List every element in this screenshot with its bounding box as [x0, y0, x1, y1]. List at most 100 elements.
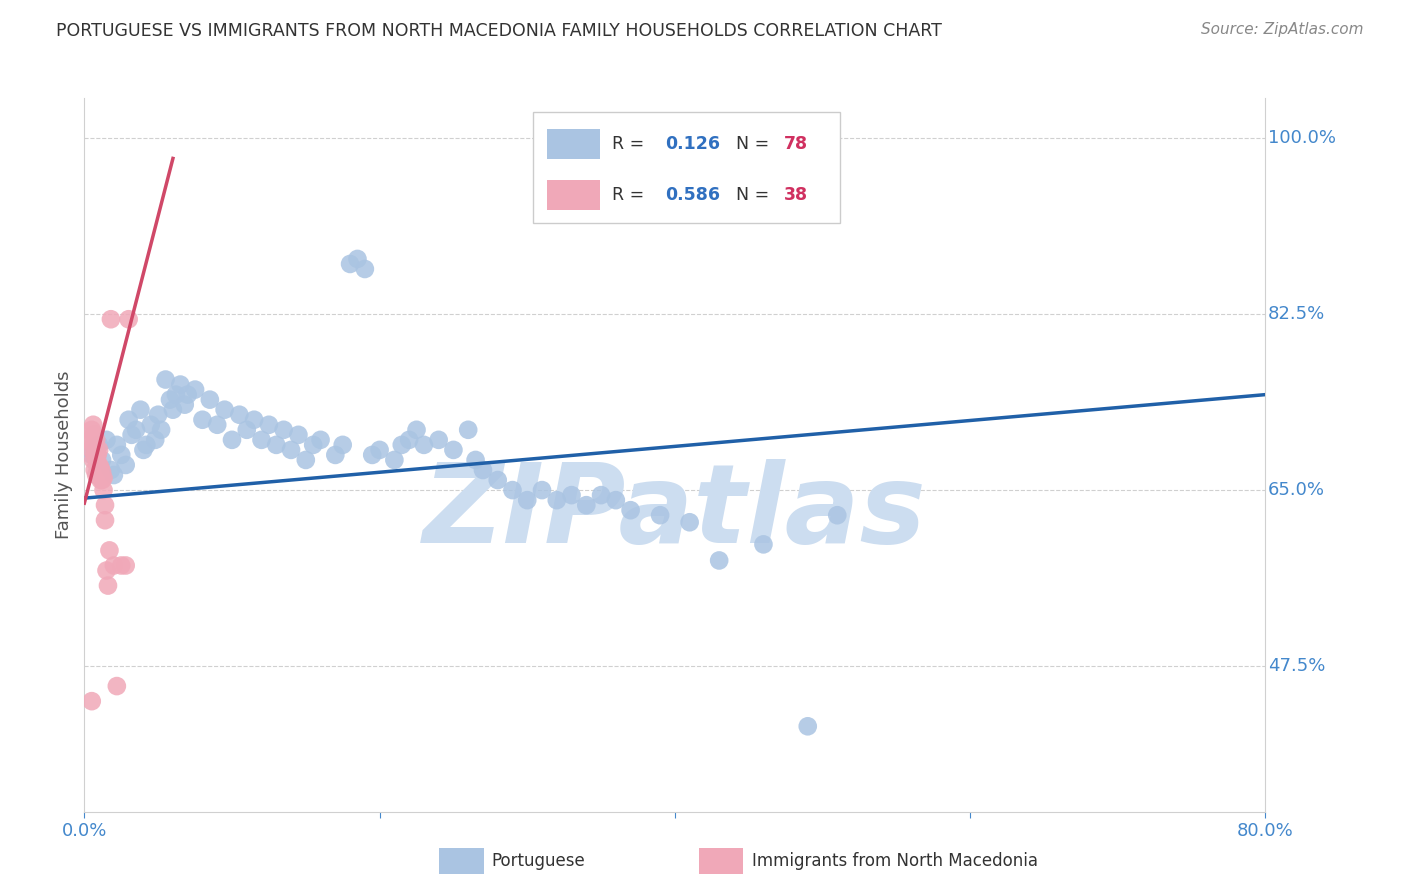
Point — [91, 473, 114, 487]
Point — [752, 537, 775, 551]
FancyBboxPatch shape — [547, 128, 600, 159]
Text: 38: 38 — [783, 186, 807, 204]
Point — [165, 387, 187, 401]
FancyBboxPatch shape — [547, 180, 600, 211]
Point — [91, 465, 114, 479]
Point — [86, 448, 108, 462]
Point — [84, 453, 107, 467]
Point — [198, 392, 221, 407]
Point — [105, 438, 128, 452]
Text: 100.0%: 100.0% — [1268, 129, 1336, 147]
Text: 0.126: 0.126 — [665, 135, 720, 153]
Point — [441, 442, 464, 457]
Text: N =: N = — [737, 135, 775, 153]
Point — [103, 468, 125, 483]
Point — [83, 427, 105, 442]
Point — [155, 372, 177, 386]
Point — [82, 453, 104, 467]
Point — [148, 408, 170, 422]
Point — [90, 473, 112, 487]
Point — [139, 417, 162, 432]
Point — [243, 413, 266, 427]
Point — [648, 508, 672, 523]
Point — [827, 508, 849, 523]
Point — [114, 458, 136, 472]
Text: N =: N = — [737, 186, 775, 204]
Point — [309, 433, 332, 447]
FancyBboxPatch shape — [533, 112, 841, 223]
Point — [110, 448, 132, 462]
Point — [93, 471, 115, 485]
Text: 78: 78 — [783, 135, 807, 153]
Point — [162, 402, 184, 417]
Point — [98, 543, 121, 558]
Text: 82.5%: 82.5% — [1268, 305, 1324, 323]
Point — [339, 257, 361, 271]
Text: PORTUGUESE VS IMMIGRANTS FROM NORTH MACEDONIA FAMILY HOUSEHOLDS CORRELATION CHAR: PORTUGUESE VS IMMIGRANTS FROM NORTH MACE… — [56, 22, 942, 40]
Point — [82, 427, 104, 442]
Point — [273, 423, 295, 437]
Text: R =: R = — [612, 135, 650, 153]
Point — [80, 448, 103, 462]
Point — [382, 453, 406, 467]
Point — [169, 377, 191, 392]
Point — [100, 463, 122, 477]
Point — [82, 417, 104, 432]
Point — [464, 453, 486, 467]
Point — [83, 448, 105, 462]
Text: Immigrants from North Macedonia: Immigrants from North Macedonia — [752, 852, 1038, 870]
Point — [591, 488, 613, 502]
Point — [97, 578, 120, 592]
Point — [83, 438, 105, 452]
Point — [83, 463, 105, 477]
Point — [80, 423, 103, 437]
Point — [332, 438, 354, 452]
Point — [457, 423, 479, 437]
Point — [575, 498, 598, 512]
Point — [84, 442, 107, 457]
FancyBboxPatch shape — [699, 848, 744, 874]
FancyBboxPatch shape — [439, 848, 484, 874]
Point — [96, 564, 118, 578]
Point — [84, 468, 107, 483]
Point — [105, 679, 128, 693]
Point — [516, 493, 538, 508]
Point — [125, 423, 148, 437]
Point — [361, 448, 384, 462]
Point — [427, 433, 450, 447]
Point — [228, 408, 250, 422]
Point — [132, 442, 155, 457]
Point — [143, 433, 166, 447]
Point — [91, 453, 114, 467]
Point — [250, 433, 273, 447]
Point — [287, 427, 309, 442]
Point — [184, 383, 207, 397]
Text: Source: ZipAtlas.com: Source: ZipAtlas.com — [1201, 22, 1364, 37]
Point — [94, 513, 117, 527]
Point — [159, 392, 181, 407]
Point — [530, 483, 553, 497]
Point — [405, 423, 427, 437]
Point — [323, 448, 347, 462]
Point — [486, 473, 509, 487]
Point — [114, 558, 136, 573]
Point — [354, 262, 377, 277]
Point — [129, 402, 152, 417]
Point — [205, 417, 228, 432]
Point — [80, 433, 103, 447]
Text: ZIPatlas: ZIPatlas — [423, 458, 927, 566]
Text: 47.5%: 47.5% — [1268, 657, 1324, 675]
Point — [84, 442, 107, 457]
Point — [214, 402, 236, 417]
Text: R =: R = — [612, 186, 650, 204]
Point — [221, 433, 243, 447]
Point — [501, 483, 523, 497]
Point — [346, 252, 368, 266]
Point — [135, 438, 157, 452]
Point — [472, 463, 495, 477]
Point — [87, 468, 111, 483]
Point — [118, 413, 141, 427]
Point — [560, 488, 583, 502]
Point — [605, 493, 627, 508]
Point — [93, 483, 115, 497]
